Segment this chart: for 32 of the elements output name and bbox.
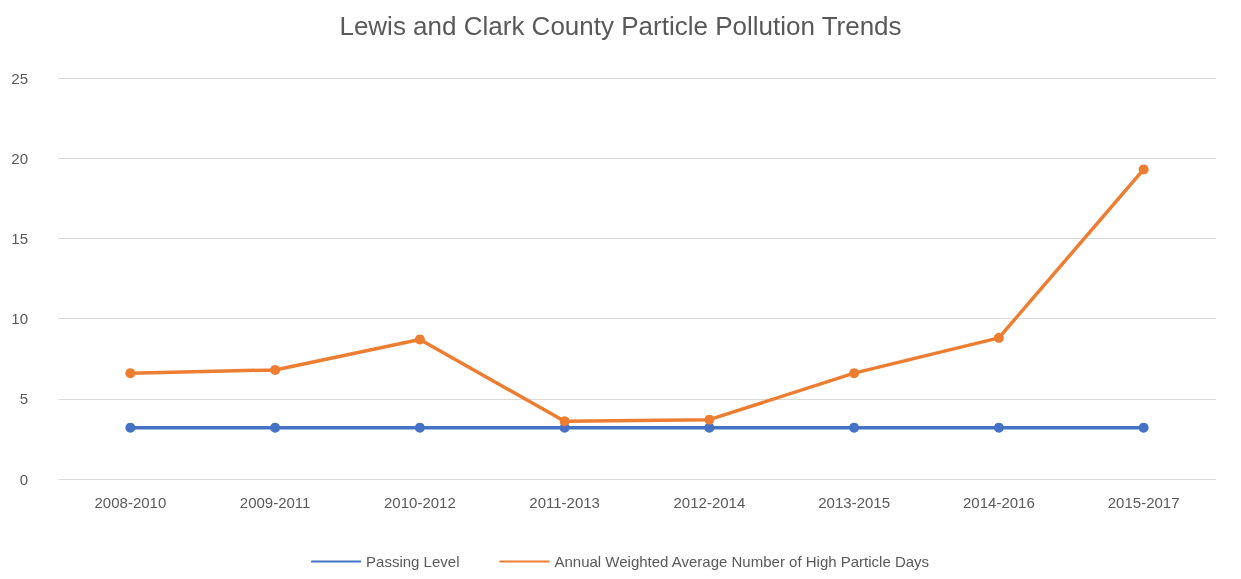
x-tick-label: 2010-2012	[384, 494, 456, 511]
point	[270, 364, 281, 375]
point	[704, 422, 715, 433]
x-tick-label: 2015-2017	[1107, 494, 1180, 511]
point	[704, 414, 715, 425]
y-tick-label: 5	[19, 390, 28, 408]
y-tick-label: 10	[11, 310, 28, 328]
y-tick-label: 0	[19, 470, 28, 488]
point	[125, 422, 136, 433]
point	[1138, 164, 1149, 175]
point	[849, 368, 860, 379]
x-tick-label: 2013-2015	[818, 494, 890, 511]
point	[414, 422, 425, 433]
point	[559, 416, 570, 427]
legend-label: Annual Weighted Average Number of High Particle Days	[554, 553, 930, 570]
x-tick-label: 2009-2011	[239, 494, 311, 511]
x-tick-label: 2008-2010	[94, 494, 167, 511]
point	[849, 422, 860, 433]
x-tick-label: 2014-2016	[963, 494, 1035, 511]
y-tick-label: 20	[11, 149, 28, 167]
point	[993, 422, 1004, 433]
point	[414, 334, 425, 345]
chart-title: Lewis and Clark County Particle Pollution Trends	[339, 11, 902, 41]
point	[1138, 422, 1149, 433]
point	[125, 368, 136, 379]
y-tick-label: 15	[11, 229, 28, 247]
x-tick-label: 2011-2013	[529, 494, 600, 511]
x-tick-label: 2012-2014	[673, 494, 746, 511]
y-tick-label: 25	[11, 69, 28, 87]
legend-label: Passing Level	[366, 553, 460, 570]
point	[270, 422, 281, 433]
point	[993, 332, 1004, 343]
